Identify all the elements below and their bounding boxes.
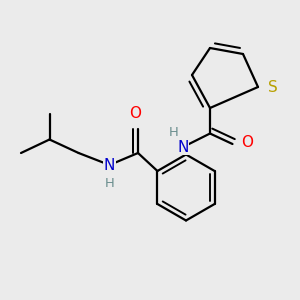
Text: S: S	[268, 80, 278, 94]
Text: H: H	[169, 127, 178, 140]
Text: N: N	[104, 158, 115, 172]
Text: H: H	[105, 177, 114, 190]
Text: N: N	[177, 140, 189, 154]
Text: O: O	[242, 135, 254, 150]
Text: O: O	[129, 106, 141, 122]
